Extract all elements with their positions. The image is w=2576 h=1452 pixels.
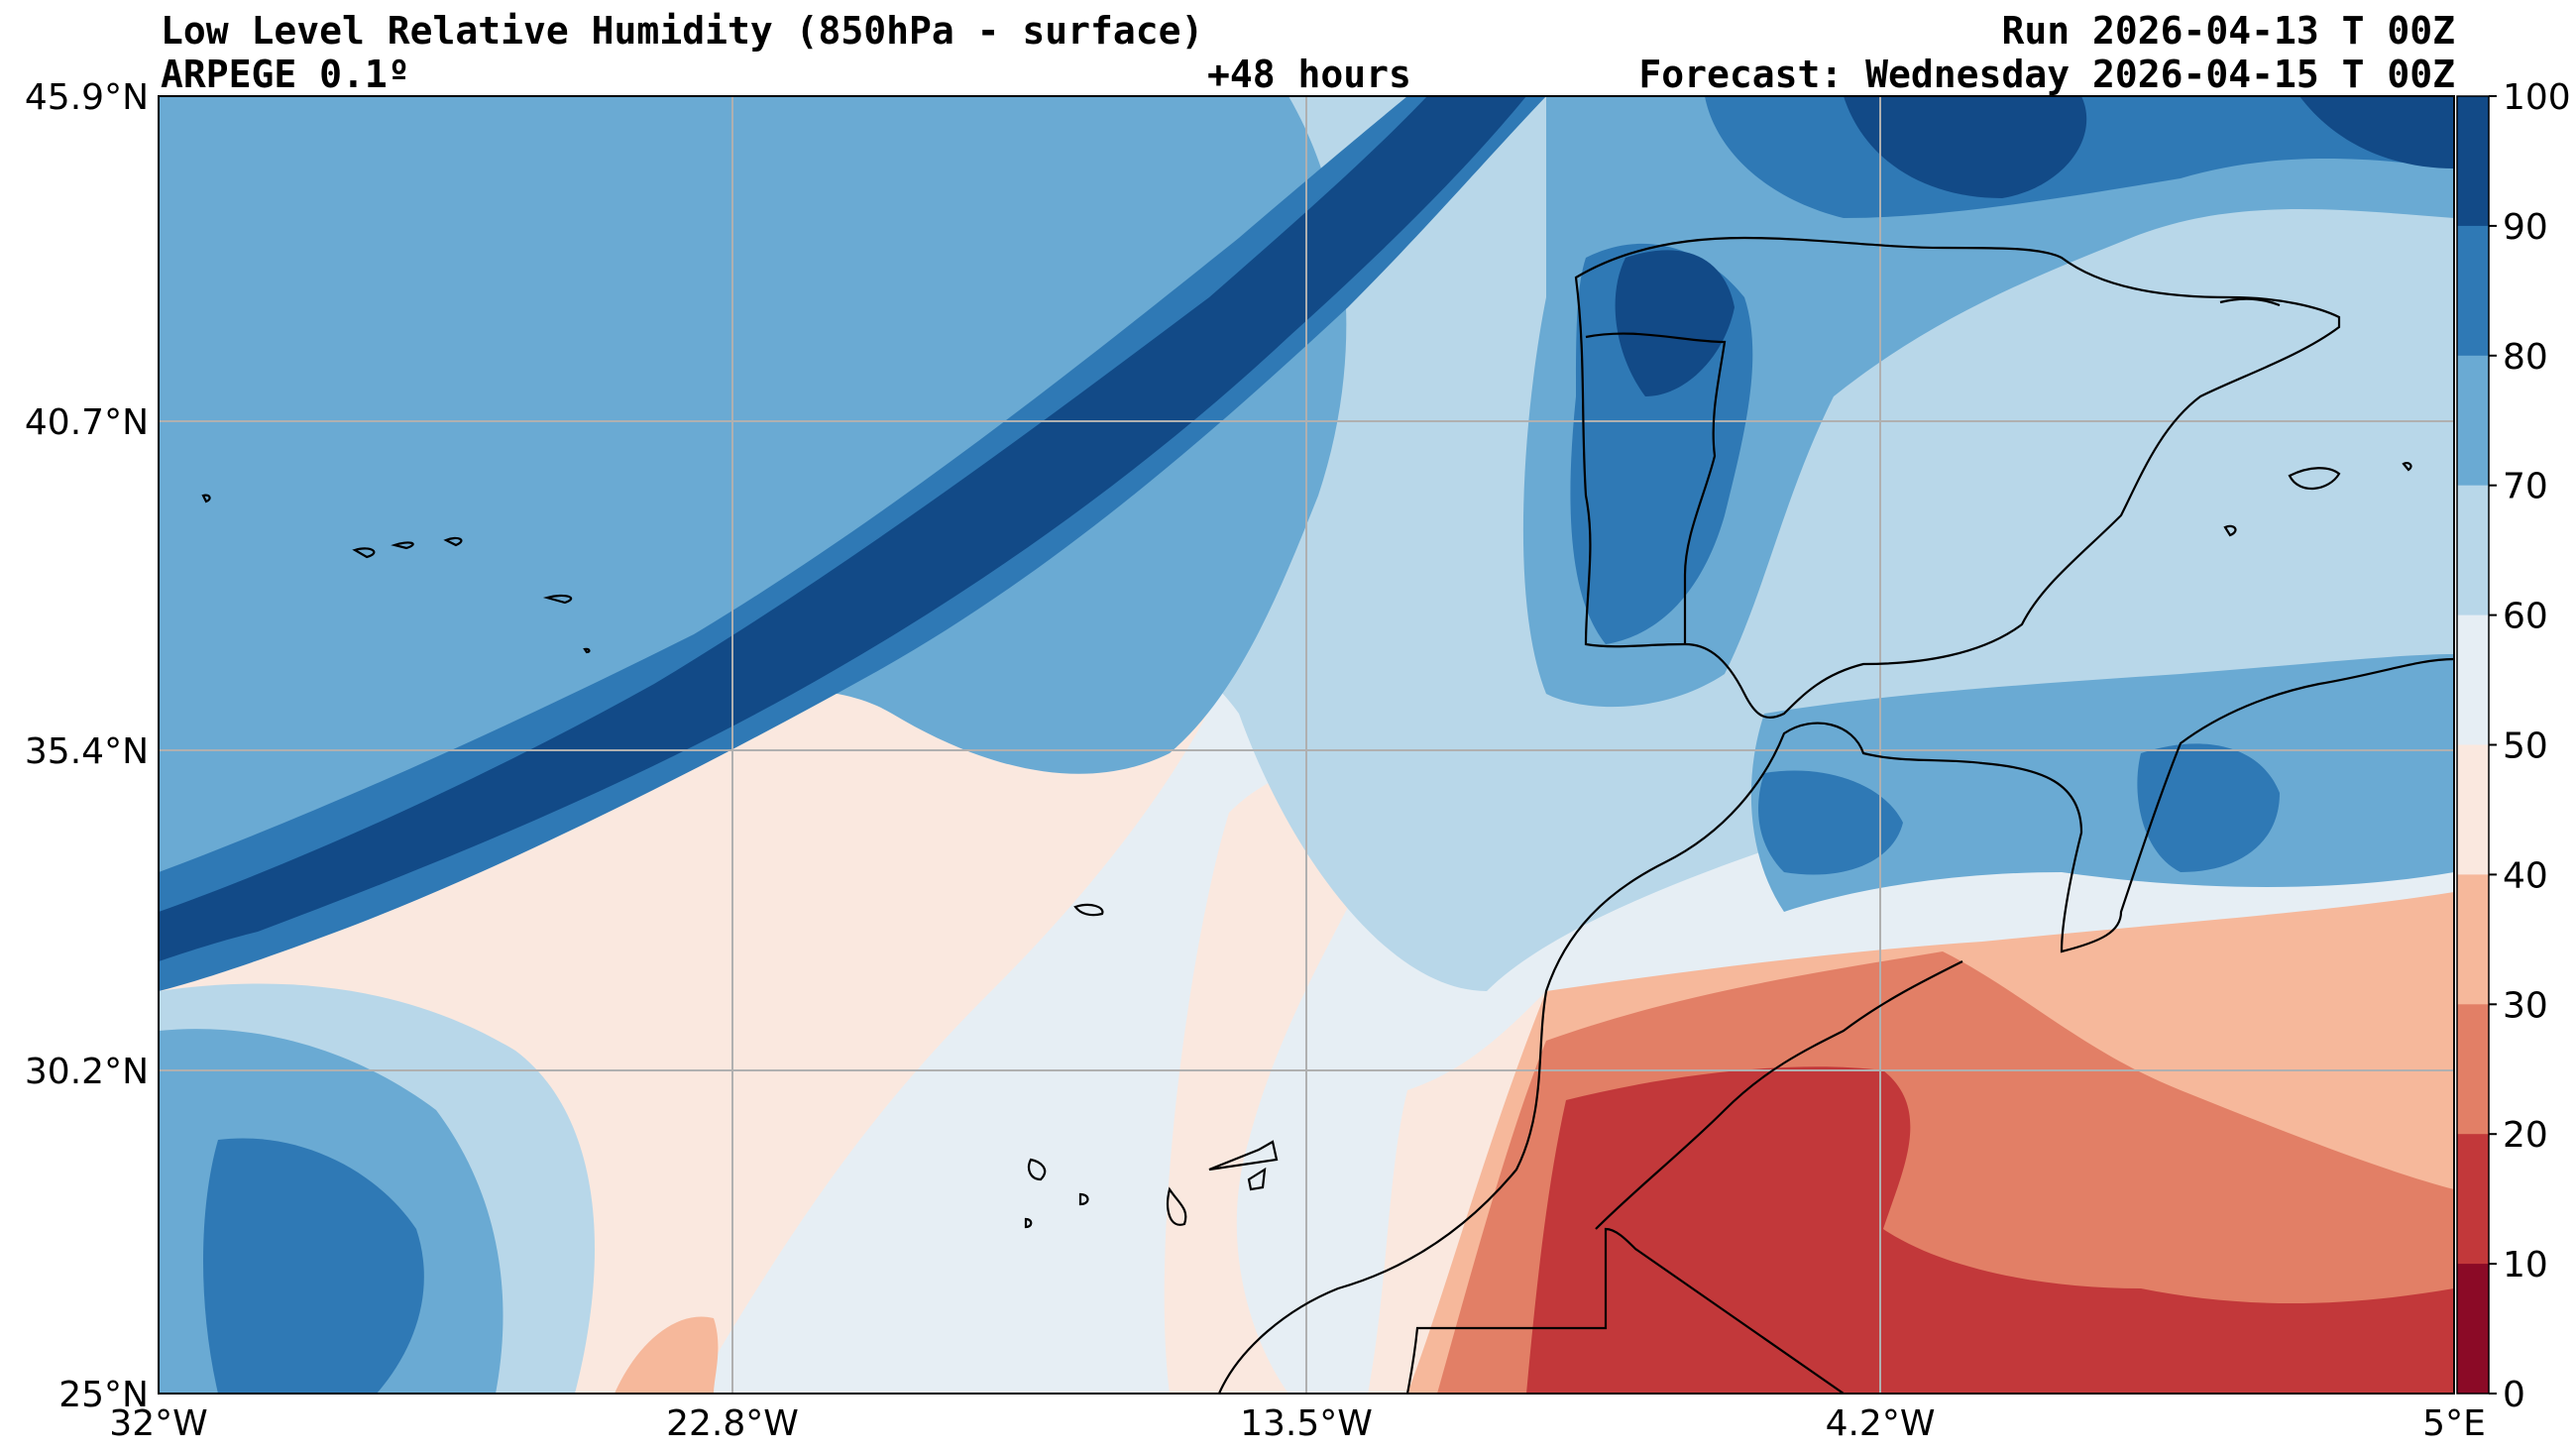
colorbar-tick-label: 80 [2503,337,2548,378]
colorbar-segment [2457,614,2489,745]
colorbar-tick-label: 40 [2503,855,2548,896]
colorbar-tick-label: 100 [2503,77,2571,118]
colorbar-tick-label: 70 [2503,467,2548,507]
field-10-20-africa [1526,1066,2454,1394]
field-70-80-algeria [1750,654,2454,912]
colorbar-segment [2457,874,2489,1005]
field-90-100-alps [2299,96,2454,168]
colorbar-segment [2457,355,2489,487]
azores [201,494,591,654]
lon-label: 22.8°W [666,1403,799,1444]
colorbar-tick-label: 0 [2503,1375,2525,1415]
lead-time-label: +48 hours [1207,53,1411,96]
field-40-50-ocean2 [1164,768,1388,1394]
africa-coast [1217,657,2454,1394]
madeira [1073,903,1104,917]
field-70-80-iberia [1522,96,2454,708]
lat-label: 40.7°N [25,402,149,443]
colorbar-segments [2457,96,2489,1395]
colorbar-tick-label: 50 [2503,726,2548,767]
colorbar-tick-label: 60 [2503,597,2548,637]
balearic [2223,462,2412,537]
colorbar-tick-label: 30 [2503,985,2548,1026]
lon-label: 32°W [109,1403,207,1444]
model-label: ARPEGE 0.1º [161,53,410,96]
morocco-border [1405,1227,1845,1394]
lat-label: 45.9°N [25,77,149,118]
run-label: Run 2026-04-13 T 00Z [2001,9,2455,53]
colorbar-segment [2457,1264,2489,1395]
field-90-100-ne [1844,96,2087,198]
lat-label: 30.2°N [25,1052,149,1092]
colorbar-segment [2457,1134,2489,1265]
morocco-algeria-border [1595,960,1963,1230]
lat-axis: 45.9°N 40.7°N 35.4°N 30.2°N 25°N [25,77,149,1415]
map-title: Low Level Relative Humidity (850hPa - su… [161,9,1204,53]
plot-frame [158,95,2455,1395]
forecast-label: Forecast: Wednesday 2026-04-15 T 00Z [1638,53,2455,96]
field-90-100-iberia-nw [1615,250,1735,396]
lat-label: 25°N [58,1375,149,1415]
field-70-80-north [159,96,1347,872]
field-80-90-morocco [1758,770,1903,875]
colorbar-segment [2457,485,2489,616]
gridlines [159,96,2454,1394]
coastlines [201,236,2454,1394]
colorbar-tick-label: 20 [2503,1115,2548,1156]
lon-label: 5°E [2422,1403,2486,1444]
lon-label: 4.2°W [1826,1403,1936,1444]
colorbar-segment [2457,96,2489,227]
canary-islands [1024,1140,1279,1229]
field-30-40-sw [615,1316,719,1394]
lon-axis: 32°W 22.8°W 13.5°W 4.2°W 5°E [109,1403,2486,1444]
colorbar-tick-label: 10 [2503,1245,2548,1285]
colorbar-segment [2457,225,2489,357]
lon-label: 13.5°W [1240,1403,1373,1444]
lat-label: 35.4°N [25,731,149,772]
field-80-90-sw [203,1138,424,1394]
iberia-coast [1574,236,2341,720]
field-90-100-band [159,96,1526,961]
colorbar-tick-label: 90 [2503,207,2548,248]
colorbar-segment [2457,1004,2489,1135]
field-80-90-algeria [2137,743,2280,872]
colorbar-segment [2457,744,2489,875]
pyrenees-border [2219,297,2281,307]
portugal-border [1585,332,1727,644]
